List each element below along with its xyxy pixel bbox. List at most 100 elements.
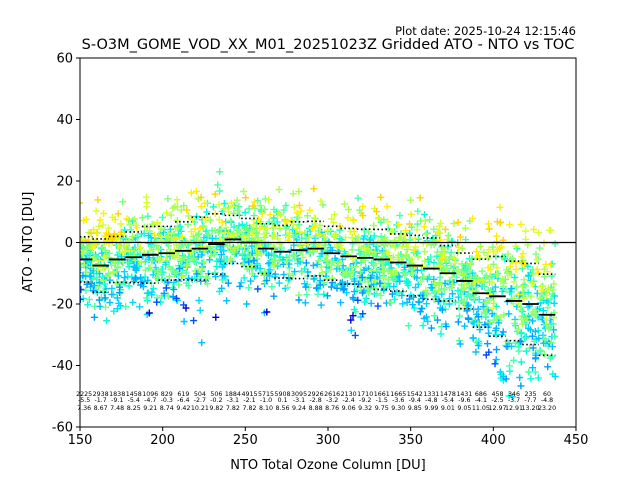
bin-stat-label: 9.06 [342,405,356,412]
bin-stat-label: 1884 [225,391,241,398]
y-axis-label: ATO - NTO [DU] [21,192,36,293]
bin-stat-label: 504 [194,391,206,398]
bin-stat-label: 1710 [357,391,373,398]
bin-stat-label: 5715 [258,391,274,398]
bin-stat-label: 9.75 [375,405,389,412]
y-tick-label: -20 [52,298,73,313]
bin-stat-label: -5.5 [78,397,90,404]
bin-stat-label: -2.4 [343,397,355,404]
bin-stat-label: -4.7 [144,397,156,404]
bin-stat-label: 12.97 [488,405,506,412]
y-tick-label: -60 [52,421,73,436]
bin-stat-label: 8.88 [309,405,323,412]
bin-stat-label: 9.82 [209,405,223,412]
scatter-series-11 [145,304,357,324]
bin-stat-label: 1478 [440,391,456,398]
bin-stat-label: 4915 [241,391,257,398]
y-tick-label: 0 [65,236,73,251]
bin-stat-label: -7.7 [524,397,536,404]
bin-stat-label: 9.32 [358,405,372,412]
bin-stat-label: -9.1 [111,397,123,404]
bin-stat-label: -9.4 [409,397,421,404]
bin-stat-label: -4.8 [425,397,437,404]
y-tick-label: 40 [56,113,73,128]
bin-stat-label: -0.3 [161,397,173,404]
bin-stat-label: 1661 [374,391,390,398]
y-axis: -60 -40 -20 0 20 40 60 [52,52,80,436]
x-tick-label: 300 [316,433,341,448]
bin-stat-label: 9.42 [176,405,190,412]
x-tick-label: 400 [481,433,506,448]
bin-stat-label: -1.5 [376,397,388,404]
x-tick-label: 250 [233,433,258,448]
bin-stat-label: 9.05 [457,405,471,412]
bias-markers [80,213,556,357]
bin-stat-label: -3.1 [293,397,305,404]
bin-stat-label: 8.74 [160,405,174,412]
bin-statistics-text: 2225 2938 1838 1458 1096 829 619 504 506 1884 4915… [76,391,556,412]
bin-stat-label: 9.85 [408,405,422,412]
bin-stat-label: -5.4 [128,397,140,404]
x-tick-label: 150 [68,433,93,448]
x-axis: 150 200 250 300 350 400 450 [68,427,589,448]
bin-stat-label: -6.4 [177,397,189,404]
bin-stat-label: 7.82 [242,405,256,412]
x-tick-label: 450 [564,433,589,448]
plot-date-label: Plot date: 2025-10-24 12:15:46 [395,24,576,38]
bin-stat-label: 8.10 [259,405,273,412]
bin-stat-label: 7.48 [110,405,124,412]
bin-stat-label: 2938 [93,391,109,398]
bin-stat-label: 0.1 [278,397,288,404]
bin-stat-label: -5.4 [442,397,454,404]
bin-stat-label: 9.99 [424,405,438,412]
bin-stat-label: -3.2 [326,397,338,404]
bin-stat-label: 7.36 [77,405,91,412]
bin-stat-label: -9.2 [359,397,371,404]
scatter-series-1 [80,187,555,295]
x-tick-label: 350 [398,433,423,448]
chart-title: S-O3M_GOME_VOD_XX_M01_20251023Z Gridded … [82,37,575,53]
bin-stat-label: -3.6 [392,397,404,404]
scatter-series-9 [80,257,552,390]
bin-stat-label: 2225 [76,391,92,398]
bin-stat-label: 1838 [109,391,125,398]
bin-stat-label: 458 [491,391,503,398]
bin-stat-label: 9.24 [292,405,306,412]
bin-stat-label: 9.30 [391,405,405,412]
bin-stat-label: -2.7 [194,397,206,404]
bin-stat-label: 3095 [291,391,307,398]
bin-stat-label: 13.20 [522,405,540,412]
x-axis-label: NTO Total Ozone Column [DU] [230,458,426,473]
bin-stat-label: 686 [475,391,487,398]
x-tick-label: 200 [150,433,175,448]
bin-stat-label: -0.2 [210,397,222,404]
bin-stat-label: 2616 [324,391,340,398]
bin-stat-label: -9.6 [458,397,470,404]
bin-stat-label: 829 [161,391,173,398]
bin-stat-label: 619 [177,391,189,398]
bin-stat-label: 8.76 [325,405,339,412]
bin-stat-label: 23.20 [538,405,556,412]
bin-stat-label: 9.01 [441,405,455,412]
bin-stat-label: 8.25 [127,405,141,412]
bin-stat-label: 1096 [142,391,158,398]
y-tick-label: -40 [52,359,73,374]
bin-stat-label: -3.7 [508,397,520,404]
bin-stat-label: 8.67 [94,405,108,412]
bin-stat-label: 1458 [126,391,142,398]
bin-stat-label: 346 [508,391,520,398]
bin-stat-label: -4.1 [475,397,487,404]
bin-stat-label: -2.5 [491,397,503,404]
bin-stat-label: -1.0 [260,397,272,404]
bin-stat-label: 10.21 [191,405,209,412]
bin-stat-label: 2926 [308,391,324,398]
bin-stat-label: -2.1 [243,397,255,404]
y-tick-label: 20 [56,175,73,190]
bin-stat-label: 506 [210,391,222,398]
scatter-series-0 [80,185,507,246]
bin-stat-label: 1665 [390,391,406,398]
bin-stat-label: 11.05 [472,405,490,412]
bin-stat-label: -3.1 [227,397,239,404]
bin-stat-label: 2130 [341,391,357,398]
